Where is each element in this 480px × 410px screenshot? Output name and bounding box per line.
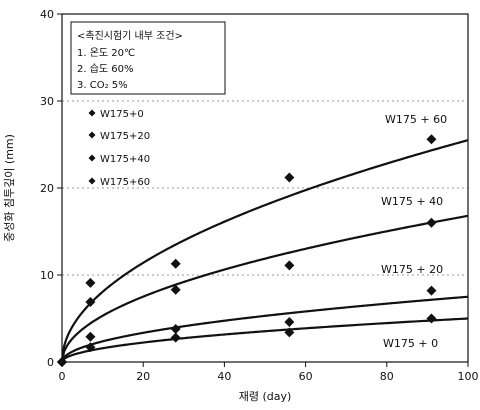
legend-label: W175+0 bbox=[100, 109, 144, 120]
x-tick-label: 60 bbox=[299, 370, 313, 383]
y-tick-label: 10 bbox=[40, 269, 54, 282]
legend: W175+0 W175+20 W175+40 W175+60 bbox=[88, 109, 150, 188]
data-point bbox=[426, 313, 437, 324]
x-axis-title: 재령 (day) bbox=[239, 390, 292, 403]
conditions-box-frame bbox=[70, 21, 226, 95]
data-point bbox=[426, 134, 437, 145]
data-point bbox=[170, 258, 181, 269]
x-tick-label: 20 bbox=[136, 370, 150, 383]
data-point bbox=[426, 285, 437, 296]
fit-curves: W175 + 0 W175 + 20 W175 + 40 W175 + 60 bbox=[60, 113, 469, 363]
data-point bbox=[170, 323, 181, 334]
fit-curve-w175-40 bbox=[60, 214, 469, 363]
data-point bbox=[284, 172, 295, 183]
y-tick-label: 20 bbox=[40, 182, 54, 195]
curve-label: W175 + 60 bbox=[385, 113, 447, 126]
x-tick-label: 40 bbox=[217, 370, 231, 383]
legend-label: W175+60 bbox=[100, 177, 150, 188]
legend-marker bbox=[88, 109, 96, 117]
y-axis-title: 중성화 침투깊이 (mm) bbox=[3, 134, 16, 242]
fit-curve-w175-60 bbox=[60, 139, 469, 363]
condition-item-1: 1. 온도 20℃ bbox=[77, 47, 135, 59]
legend-marker bbox=[88, 177, 96, 185]
conditions-box: <촉진시험기 내부 조건> 1. 온도 20℃ 2. 습도 60% 3. CO₂… bbox=[70, 21, 226, 95]
grid-lines bbox=[62, 100, 468, 276]
data-point bbox=[426, 217, 437, 228]
curve-label: W175 + 20 bbox=[381, 263, 443, 276]
x-tick-label: 0 bbox=[59, 370, 66, 383]
data-point bbox=[284, 316, 295, 327]
data-point bbox=[284, 327, 295, 338]
data-point bbox=[85, 277, 96, 288]
curve-label: W175 + 40 bbox=[381, 195, 443, 208]
condition-item-3: 3. CO₂ 5% bbox=[77, 80, 128, 91]
x-tick-label: 80 bbox=[380, 370, 394, 383]
data-point bbox=[85, 342, 96, 353]
axis-ticks: 0 20 40 60 80 100 0 10 20 30 40 bbox=[40, 8, 479, 383]
x-tick-label: 100 bbox=[458, 370, 479, 383]
legend-marker bbox=[88, 131, 96, 139]
y-tick-label: 40 bbox=[40, 8, 54, 21]
conditions-header: <촉진시험기 내부 조건> bbox=[77, 30, 183, 42]
data-point bbox=[85, 331, 96, 342]
condition-item-2: 2. 습도 60% bbox=[77, 63, 134, 75]
legend-label: W175+20 bbox=[100, 131, 150, 142]
data-markers bbox=[57, 134, 437, 367]
y-tick-label: 30 bbox=[40, 95, 54, 108]
data-point bbox=[170, 332, 181, 343]
legend-marker bbox=[88, 154, 96, 162]
y-tick-label: 0 bbox=[47, 356, 54, 369]
data-point bbox=[85, 296, 96, 307]
data-point bbox=[170, 284, 181, 295]
fit-curve-w175-20 bbox=[60, 295, 469, 363]
legend-label: W175+40 bbox=[100, 154, 150, 165]
fit-curve-w175-0 bbox=[61, 317, 469, 363]
data-point bbox=[284, 260, 295, 271]
curve-label: W175 + 0 bbox=[383, 337, 438, 350]
